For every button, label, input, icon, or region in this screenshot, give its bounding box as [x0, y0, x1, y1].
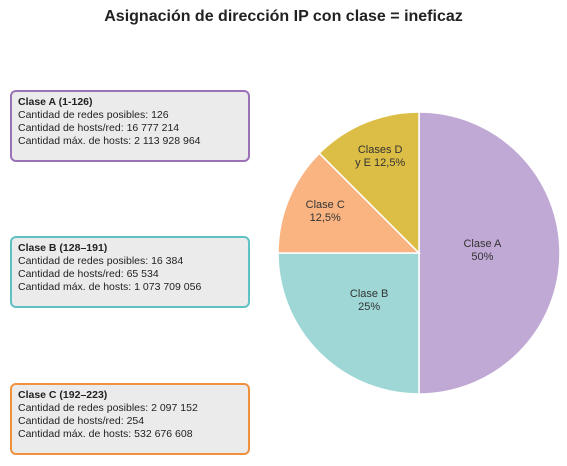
info-box-header: Clase B (128–191): [18, 242, 108, 254]
info-box-clase-b: Clase B (128–191) Cantidad de redes posi…: [10, 236, 250, 308]
info-box-line: Cantidad de hosts/red: 254: [18, 415, 145, 427]
info-box-line: Cantidad máx. de hosts: 1 073 709 056: [18, 281, 202, 293]
info-box-line: Cantidad máx. de hosts: 532 676 608: [18, 428, 193, 440]
info-box-clase-a: Clase A (1-126) Cantidad de redes posibl…: [10, 90, 250, 162]
info-box-header: Clase A (1-126): [18, 96, 93, 108]
info-box-line: Cantidad de redes posibles: 16 384: [18, 255, 184, 267]
pie-slice: [277, 252, 420, 395]
pie-slice: [418, 111, 561, 395]
pie-slice: [277, 152, 421, 254]
info-box-line: Cantidad de redes posibles: 2 097 152: [18, 402, 198, 414]
info-box-header: Clase C (192–223): [18, 389, 108, 401]
info-box-line: Cantidad máx. de hosts: 2 113 928 964: [18, 135, 201, 147]
pie-slice-label: Clase A 50%: [463, 238, 502, 263]
chart-title: Asignación de dirección IP con clase = i…: [104, 8, 463, 25]
info-box-line: Cantidad de hosts/red: 65 534: [18, 268, 159, 280]
pie-slice-label: Clase B 25%: [350, 288, 389, 313]
pie-slice-label: Clase C 12,5%: [306, 199, 345, 224]
info-box-clase-c: Clase C (192–223) Cantidad de redes posi…: [10, 383, 250, 455]
info-box-line: Cantidad de hosts/red: 16 777 214: [18, 122, 180, 134]
info-box-line: Cantidad de redes posibles: 126: [18, 109, 169, 121]
pie-slice: [318, 111, 420, 255]
